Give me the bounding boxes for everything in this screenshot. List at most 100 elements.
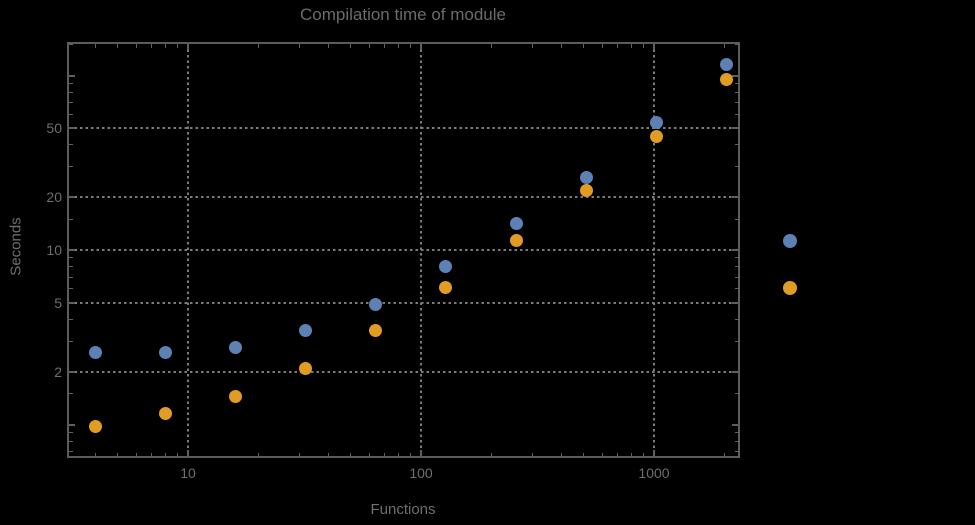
y-minor-tick-9-left xyxy=(69,257,73,259)
y-minor-tick-1.5-left xyxy=(69,393,73,395)
data-point-orange-x2048 xyxy=(720,72,734,86)
y-minor-tick-70-right xyxy=(734,102,738,104)
x-minor-tick-20-bottom xyxy=(257,452,259,456)
data-point-blue-x8 xyxy=(158,345,172,359)
y-minor-tick-9-right xyxy=(734,257,738,259)
x-minor-tick-700-bottom xyxy=(617,452,619,456)
x-minor-tick-2000-top xyxy=(723,44,725,48)
y-minor-tick-6-right xyxy=(734,288,738,290)
x-minor-tick-60-bottom xyxy=(368,452,370,456)
y-minor-tick-0.8-left xyxy=(69,440,73,442)
y-major-tick-100-right xyxy=(732,74,738,77)
y-minor-tick-150-right xyxy=(734,44,738,46)
y-minor-tick-0.9-right xyxy=(734,431,738,433)
y-major-tick-2-left xyxy=(69,370,75,373)
data-point-blue-x32 xyxy=(299,324,313,338)
x-minor-tick-200-bottom xyxy=(490,452,492,456)
y-minor-tick-60-left xyxy=(69,113,73,115)
y-major-tick-20-right xyxy=(732,196,738,199)
legend-marker-blue xyxy=(783,234,797,248)
data-point-orange-x4 xyxy=(88,420,102,434)
chart-title: Compilation time of module xyxy=(300,5,506,24)
data-point-blue-x16 xyxy=(229,341,243,355)
x-minor-tick-60-top xyxy=(368,44,370,48)
y-minor-tick-15-right xyxy=(734,218,738,220)
gridline-x-1000 xyxy=(653,44,655,456)
x-minor-tick-20-top xyxy=(257,44,259,48)
x-minor-tick-40-bottom xyxy=(327,452,329,456)
gridline-y-50 xyxy=(69,127,738,130)
data-point-orange-x16 xyxy=(229,389,243,403)
y-minor-tick-7-right xyxy=(734,276,738,278)
y-minor-tick-40-right xyxy=(734,144,738,146)
y-minor-tick-0.7-right xyxy=(734,451,738,453)
x-major-tick-10-top xyxy=(187,44,189,50)
legend-marker-orange xyxy=(783,281,797,295)
y-major-tick-100-left xyxy=(69,74,75,77)
gridline-x-10 xyxy=(187,44,189,456)
y-tick-label-20: 20 xyxy=(46,189,62,206)
x-minor-tick-200-top xyxy=(490,44,492,48)
y-minor-tick-90-right xyxy=(734,82,738,84)
y-major-tick-1-right xyxy=(732,423,738,426)
y-minor-tick-60-right xyxy=(734,113,738,115)
data-point-orange-x64 xyxy=(369,324,383,338)
y-minor-tick-15-left xyxy=(69,218,73,220)
y-minor-tick-4-right xyxy=(734,318,738,320)
x-minor-tick-7-top xyxy=(151,44,153,48)
y-minor-tick-4-left xyxy=(69,318,73,320)
y-minor-tick-90-left xyxy=(69,82,73,84)
x-tick-label-1000: 1000 xyxy=(638,465,670,481)
gridline-y-2 xyxy=(69,370,738,373)
plot-frame xyxy=(67,42,740,458)
y-minor-tick-30-left xyxy=(69,166,73,168)
x-tick-label-100: 100 xyxy=(409,465,433,481)
gridline-y-20 xyxy=(69,196,738,199)
y-tick-label-2: 2 xyxy=(54,363,62,380)
y-major-tick-50-right xyxy=(732,127,738,130)
x-major-tick-1000-top xyxy=(653,44,655,50)
x-minor-tick-6-bottom xyxy=(135,452,137,456)
x-minor-tick-30-top xyxy=(298,44,300,48)
x-minor-tick-800-bottom xyxy=(630,452,632,456)
x-major-tick-10-bottom xyxy=(187,450,189,456)
x-minor-tick-8-bottom xyxy=(164,452,166,456)
x-minor-tick-70-bottom xyxy=(384,452,386,456)
y-minor-tick-8-right xyxy=(734,266,738,268)
y-minor-tick-70-left xyxy=(69,102,73,104)
data-point-orange-x512 xyxy=(579,183,593,197)
data-point-blue-x1024 xyxy=(649,115,663,129)
x-axis-label: Functions xyxy=(370,501,436,518)
y-major-tick-20-left xyxy=(69,196,75,199)
y-minor-tick-150-left xyxy=(69,44,73,46)
x-minor-tick-400-top xyxy=(560,44,562,48)
x-minor-tick-7-bottom xyxy=(151,452,153,456)
data-point-blue-x64 xyxy=(369,297,383,311)
x-tick-label-10: 10 xyxy=(180,465,196,481)
x-minor-tick-6-top xyxy=(135,44,137,48)
y-tick-label-10: 10 xyxy=(46,242,62,258)
x-minor-tick-5-bottom xyxy=(117,452,119,456)
data-point-orange-x8 xyxy=(158,407,172,421)
x-minor-tick-4-bottom xyxy=(94,452,96,456)
x-minor-tick-4-top xyxy=(94,44,96,48)
data-point-blue-x2048 xyxy=(720,58,734,72)
y-major-tick-50-left xyxy=(69,127,75,130)
gridline-x-100 xyxy=(420,44,422,456)
y-major-tick-1-left xyxy=(69,423,75,426)
y-minor-tick-1.5-right xyxy=(734,393,738,395)
x-major-tick-1000-bottom xyxy=(653,450,655,456)
y-major-tick-10-left xyxy=(69,249,75,251)
y-minor-tick-8-left xyxy=(69,266,73,268)
y-minor-tick-6-left xyxy=(69,288,73,290)
x-minor-tick-80-top xyxy=(397,44,399,48)
x-minor-tick-400-bottom xyxy=(560,452,562,456)
data-point-orange-x32 xyxy=(299,361,313,375)
data-point-blue-x512 xyxy=(579,171,593,185)
x-minor-tick-600-top xyxy=(601,44,603,48)
x-minor-tick-800-top xyxy=(630,44,632,48)
x-minor-tick-50-top xyxy=(350,44,352,48)
data-point-blue-x128 xyxy=(439,260,453,274)
y-major-tick-5-right xyxy=(732,301,738,304)
x-minor-tick-80-bottom xyxy=(397,452,399,456)
